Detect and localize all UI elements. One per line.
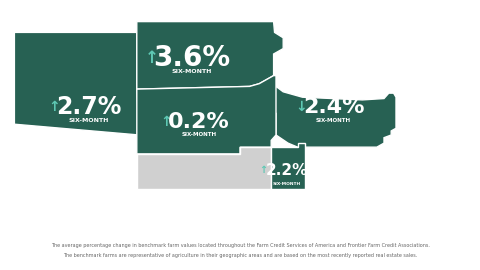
Text: SIX-MONTH: SIX-MONTH: [273, 182, 300, 185]
Text: ↑: ↑: [48, 100, 60, 114]
Text: SIX-MONTH: SIX-MONTH: [69, 118, 109, 123]
Text: 2.2%: 2.2%: [265, 163, 308, 178]
Text: ↓: ↓: [295, 100, 307, 114]
Text: The average percentage change in benchmark farm values located throughout the Fa: The average percentage change in benchma…: [50, 243, 430, 248]
Text: 0.2%: 0.2%: [168, 112, 230, 131]
Polygon shape: [14, 32, 139, 135]
Polygon shape: [137, 76, 276, 154]
Text: The benchmark farms are representative of agriculture in their geographic areas : The benchmark farms are representative o…: [63, 253, 417, 258]
Text: SIX-MONTH: SIX-MONTH: [316, 118, 351, 123]
Text: ↑: ↑: [259, 165, 267, 175]
Text: 2.7%: 2.7%: [56, 95, 121, 119]
Polygon shape: [137, 147, 271, 189]
Text: ↑: ↑: [161, 114, 172, 129]
Text: ↑: ↑: [145, 49, 159, 67]
Text: 3.6%: 3.6%: [154, 44, 230, 72]
Polygon shape: [271, 143, 305, 189]
Text: SIX-MONTH: SIX-MONTH: [172, 69, 212, 74]
Text: 2.4%: 2.4%: [303, 97, 364, 117]
Text: SIX-MONTH: SIX-MONTH: [181, 133, 217, 137]
Polygon shape: [271, 76, 396, 147]
Polygon shape: [137, 22, 283, 89]
